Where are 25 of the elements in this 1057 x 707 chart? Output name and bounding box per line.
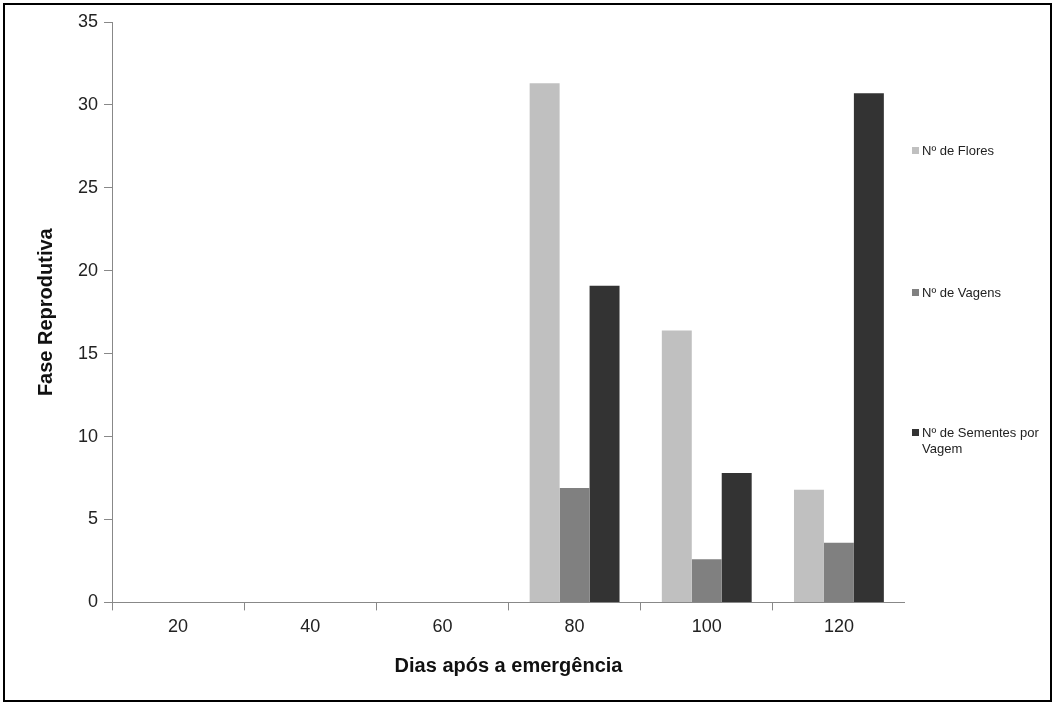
y-tick-label: 35 (77, 10, 99, 31)
legend-label: Nº de Flores (922, 143, 994, 159)
x-tick-label: 60 (432, 616, 453, 637)
bar (589, 285, 620, 602)
y-tick-label: 15 (77, 342, 99, 363)
x-tick-label: 100 (691, 616, 722, 637)
y-tick-label: 20 (77, 259, 99, 280)
y-tick-label: 25 (77, 176, 99, 197)
x-tick-label: 20 (168, 616, 189, 637)
x-axis-title: Dias após a emergência (394, 653, 624, 676)
y-axis-title: Fase Reprodutiva (33, 227, 56, 397)
bar (661, 330, 692, 602)
legend-label: Nº de Vagens (922, 285, 1001, 301)
y-tick-label: 5 (88, 508, 99, 529)
bar (853, 93, 884, 602)
x-tick-label: 80 (564, 616, 585, 637)
x-tick-label: 40 (300, 616, 321, 637)
y-tick-label: 30 (77, 93, 99, 114)
bar (721, 473, 752, 602)
x-tick-label: 120 (823, 616, 854, 637)
legend-label: Nº de Sementes por Vagem (922, 425, 1040, 457)
bar (529, 83, 560, 602)
bar (793, 489, 824, 602)
y-tick-label: 0 (88, 591, 99, 612)
y-tick-label: 10 (77, 425, 99, 446)
